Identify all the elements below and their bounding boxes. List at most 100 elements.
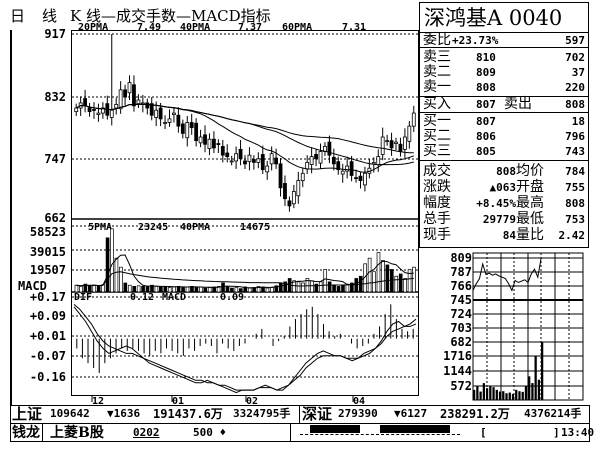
volume-bar [283, 281, 288, 293]
sh-amount: 191437.6万 [153, 407, 223, 421]
candle-body [327, 141, 332, 156]
candle-body [234, 153, 239, 162]
ask-price: 808 [476, 81, 496, 94]
volume-bar [243, 286, 248, 293]
stat-row: 涨跌 ▲063 开盘 755 [420, 180, 588, 195]
intraday-tick: 572 [450, 379, 472, 393]
sell-out-value: 808 [565, 98, 585, 111]
candle-body [251, 159, 256, 163]
volume-bar [412, 266, 416, 293]
candle-body [145, 102, 150, 109]
price-tick: 832 [44, 90, 66, 104]
stat-row: 总手 29779 最低 753 [420, 212, 588, 227]
volume-bar [159, 286, 163, 293]
intraday-volume-bar [476, 386, 479, 400]
dea-line [73, 304, 417, 391]
macd-label: MACD [162, 292, 187, 303]
intraday-volume-bar [508, 392, 511, 400]
intraday-volume-bar [498, 391, 502, 400]
sh-change: ▼1636 [107, 407, 141, 420]
ma60-line [75, 103, 414, 154]
candle-body [194, 122, 199, 142]
candle-body [92, 109, 96, 111]
intraday-tick: 745 [450, 293, 472, 307]
candle-body [318, 151, 323, 164]
volume-bar [79, 286, 83, 293]
intraday-volume-bar [505, 393, 508, 400]
candle-body [229, 160, 234, 163]
candle-body [278, 163, 283, 189]
bid-qty: 743 [565, 145, 585, 158]
candle-body [345, 165, 350, 172]
volume-bar [407, 269, 412, 293]
candle-body [336, 161, 341, 171]
volume-bar [354, 278, 359, 293]
bid-row-1: 买一 807 18 [420, 114, 588, 129]
intraday-tick: 703 [450, 321, 472, 335]
stat-row: 幅度 +8.45% 最高 808 [420, 196, 588, 211]
candle-body [172, 112, 176, 115]
volume-bar [323, 269, 328, 293]
candle-body [300, 172, 305, 181]
volume-bar [141, 286, 145, 293]
volume-bar [301, 282, 305, 293]
bid-label: 买一 [423, 113, 451, 129]
candle-body [220, 146, 225, 156]
volume-bar [385, 264, 390, 293]
volume-tick: 39015 [29, 245, 66, 259]
candle-body [225, 152, 230, 158]
stock-code[interactable]: 0202 [133, 426, 160, 439]
candle-body [189, 122, 194, 128]
intraday-volume-bar [537, 379, 541, 400]
chart-title: K 线—成交手数—MACD指标 [70, 7, 271, 25]
volume-bar [83, 283, 88, 293]
candle-body [287, 200, 292, 207]
candle-body [247, 154, 252, 163]
bid-row-2: 买二 806 796 [420, 129, 588, 144]
volume-bar [372, 271, 376, 293]
market-selector[interactable]: 上菱B股 [50, 425, 104, 441]
ma40-label: 40PMA [180, 22, 211, 33]
candle-body [283, 183, 287, 200]
volume-bar [310, 280, 314, 293]
candle-body [394, 141, 398, 144]
volume-bar [305, 278, 310, 293]
period-label[interactable]: 日 [10, 7, 26, 25]
candle-body [109, 109, 114, 118]
volume-bar [234, 287, 239, 293]
candle-body [385, 140, 390, 143]
macd-title: MACD [18, 279, 47, 293]
candle-body [180, 123, 185, 134]
candle-body [309, 156, 314, 165]
ask-row-1: 卖一 808 220 [420, 80, 588, 95]
candle-body [83, 98, 88, 107]
volume-bar [110, 228, 114, 293]
candle-body [398, 143, 403, 152]
chart-area[interactable] [71, 30, 419, 396]
macd-tick: -0.07 [29, 349, 66, 363]
buy-in-label: 买入 [423, 96, 451, 112]
ma60-value: 7.31 [342, 22, 367, 33]
candle-body [74, 107, 79, 113]
ask-label: 卖一 [423, 79, 451, 95]
volume-bar [296, 281, 301, 293]
intraday-volume-bar [495, 389, 498, 400]
candle-body [269, 153, 274, 165]
stat-row: 成交 808 均价 784 [420, 164, 588, 179]
ma20-label: 20PMA [78, 22, 109, 33]
sz-change: ▼6127 [394, 407, 428, 420]
macd-tick: -0.16 [29, 370, 66, 384]
date-tick: 04 [353, 396, 366, 407]
intraday-volume-bar [479, 391, 482, 400]
volume-bar [394, 275, 399, 293]
stat-label: 最低 [516, 211, 544, 227]
volume-bar [145, 286, 150, 293]
volume-bar [278, 282, 283, 293]
ask-row-2: 卖二 809 37 [420, 65, 588, 80]
volume-bar [376, 252, 381, 293]
vol-ma40-label: 40PMA [180, 222, 211, 233]
intraday-tick: 682 [450, 335, 472, 349]
intraday-price-line [472, 258, 542, 292]
volume-bar [132, 286, 137, 293]
